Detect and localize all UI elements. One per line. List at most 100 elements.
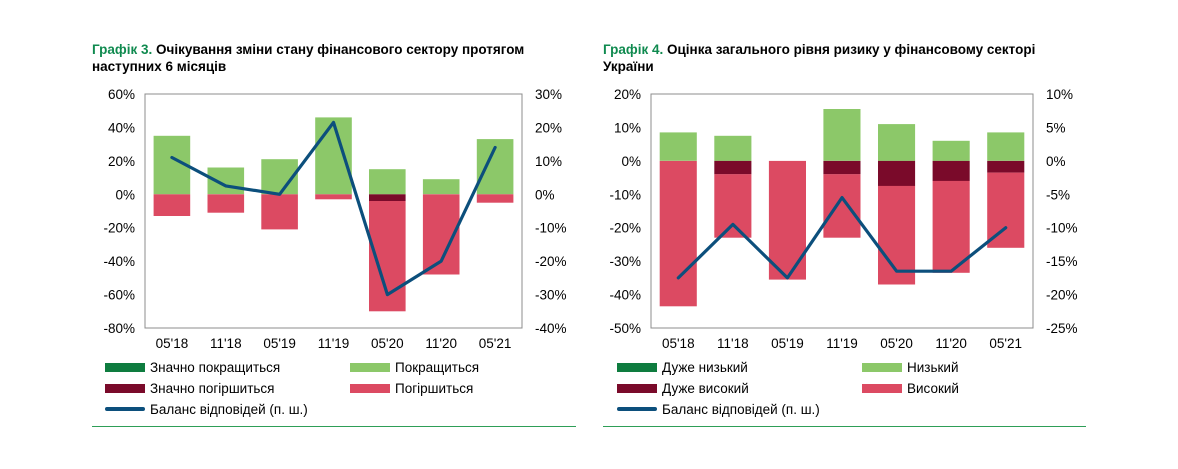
y2-tick-label: -10%	[1046, 221, 1078, 236]
bar	[659, 160, 697, 307]
y2-tick-label: 0%	[535, 187, 555, 202]
legend-swatch	[862, 362, 902, 372]
x-tick-label: 11'20	[935, 336, 967, 351]
plot-area-border	[650, 93, 1034, 329]
legend-swatch	[105, 407, 145, 412]
legend-item: Високий	[862, 381, 959, 397]
y-tick-label: -60%	[103, 288, 135, 303]
legend-label: Покращиться	[395, 360, 480, 375]
y-tick-label: -80%	[103, 321, 135, 336]
legend-swatch	[105, 383, 145, 393]
legend-label: Значно покращиться	[150, 360, 281, 375]
bar	[714, 135, 752, 161]
bar	[476, 194, 514, 203]
x-tick-label: 05'21	[989, 336, 1022, 351]
bar-line-chart: 60% 40% 20% 0% -20% -40% -60% -80% 30% 20% 10% 0% -1…	[103, 87, 567, 351]
bar	[823, 174, 861, 238]
bar	[714, 160, 752, 175]
bar	[823, 160, 861, 175]
x-tick-label: 11'18	[210, 336, 242, 351]
legend-item: Низький	[862, 360, 959, 376]
legend-item: Дуже високий	[617, 381, 749, 397]
legend-swatch	[862, 383, 902, 393]
bar	[987, 132, 1025, 161]
y2-tick-label: 10%	[535, 154, 562, 169]
legend-item: Дуже низький	[617, 360, 748, 376]
y-tick-label: -30%	[609, 254, 641, 269]
bar	[878, 185, 916, 285]
y2-tick-label: -20%	[535, 254, 567, 269]
bar	[987, 160, 1025, 173]
x-tick-label: 05'18	[662, 336, 695, 351]
legend-item: Значно погіршиться	[105, 381, 274, 397]
legend-label: Дуже високий	[662, 381, 749, 396]
legend-item: Погіршиться	[350, 381, 473, 397]
legend-label: Баланс відповідей (п. ш.)	[150, 402, 308, 417]
bar	[207, 194, 245, 213]
y2-tick-label: -30%	[535, 288, 567, 303]
bar	[878, 124, 916, 161]
legend-label: Баланс відповідей (п. ш.)	[662, 402, 820, 417]
chart-title: Графік 3. Очікування зміни стану фінансо…	[92, 41, 532, 75]
legend-swatch	[617, 407, 657, 412]
bar	[932, 140, 970, 161]
y2-tick-label: -20%	[1046, 288, 1078, 303]
bar	[315, 194, 352, 200]
legend-label: Значно погіршиться	[150, 381, 275, 396]
y-tick-label: 0%	[621, 154, 641, 169]
bottom-rule	[603, 426, 1086, 427]
x-tick-label: 11'20	[425, 336, 457, 351]
y-tick-label: 40%	[108, 120, 135, 135]
y2-tick-label: 5%	[1046, 120, 1066, 135]
y2-tick-label: 20%	[535, 120, 562, 135]
legend-item: Баланс відповідей (п. ш.)	[617, 402, 820, 418]
bottom-rule	[92, 426, 576, 427]
bar	[878, 160, 916, 186]
bar-line-chart: 20% 10% 0% -10% -20% -30% -40% -50% 10% 5% 0% -5% -1…	[609, 87, 1078, 351]
bar	[315, 117, 352, 195]
x-tick-label: 11'18	[717, 336, 749, 351]
y-tick-label: -40%	[103, 254, 135, 269]
y2-tick-label: 30%	[535, 87, 562, 102]
bar	[369, 169, 406, 195]
chart-title-label: Графік 4.	[603, 42, 664, 57]
y2-tick-label: -10%	[535, 221, 567, 236]
x-tick-label: 05'21	[479, 336, 512, 351]
legend-swatch	[105, 362, 145, 372]
chart-title: Графік 4. Оцінка загального рівня ризику…	[603, 41, 1073, 75]
bar	[369, 194, 406, 201]
y2-tick-label: 0%	[1046, 154, 1066, 169]
legend-item: Покращиться	[350, 360, 479, 376]
legend-swatch	[350, 362, 390, 372]
bar	[261, 194, 298, 230]
bar	[987, 172, 1025, 248]
legend-label: Низький	[907, 360, 959, 375]
plot-area-border	[144, 93, 523, 329]
y-tick-label: 60%	[108, 87, 135, 102]
x-tick-label: 11'19	[826, 336, 858, 351]
bar	[932, 180, 970, 273]
legend-label: Погіршиться	[395, 381, 474, 396]
y-tick-label: -10%	[609, 187, 641, 202]
y2-tick-label: -40%	[535, 321, 567, 336]
x-tick-label: 05'20	[371, 336, 404, 351]
legend-item: Баланс відповідей (п. ш.)	[105, 402, 308, 418]
legend-swatch	[617, 362, 657, 372]
bar	[768, 160, 806, 280]
bar	[932, 160, 970, 181]
x-tick-label: 05'18	[156, 336, 189, 351]
bar	[659, 132, 697, 161]
bar	[823, 109, 861, 161]
y2-tick-label: 10%	[1046, 87, 1073, 102]
chart-panel-right: Графік 4. Оцінка загального рівня ризику…	[590, 0, 1178, 469]
bar	[153, 194, 191, 216]
legend-swatch	[350, 383, 390, 393]
y2-tick-label: -25%	[1046, 321, 1078, 336]
x-tick-label: 05'20	[880, 336, 913, 351]
chart-title-text: Оцінка загального рівня ризику у фінансо…	[603, 42, 1036, 74]
bar	[422, 179, 460, 195]
bar	[714, 174, 752, 238]
chart-title-text: Очікування зміни стану фінансового секто…	[92, 42, 525, 74]
y2-tick-label: -15%	[1046, 254, 1078, 269]
y-tick-label: 20%	[614, 87, 641, 102]
